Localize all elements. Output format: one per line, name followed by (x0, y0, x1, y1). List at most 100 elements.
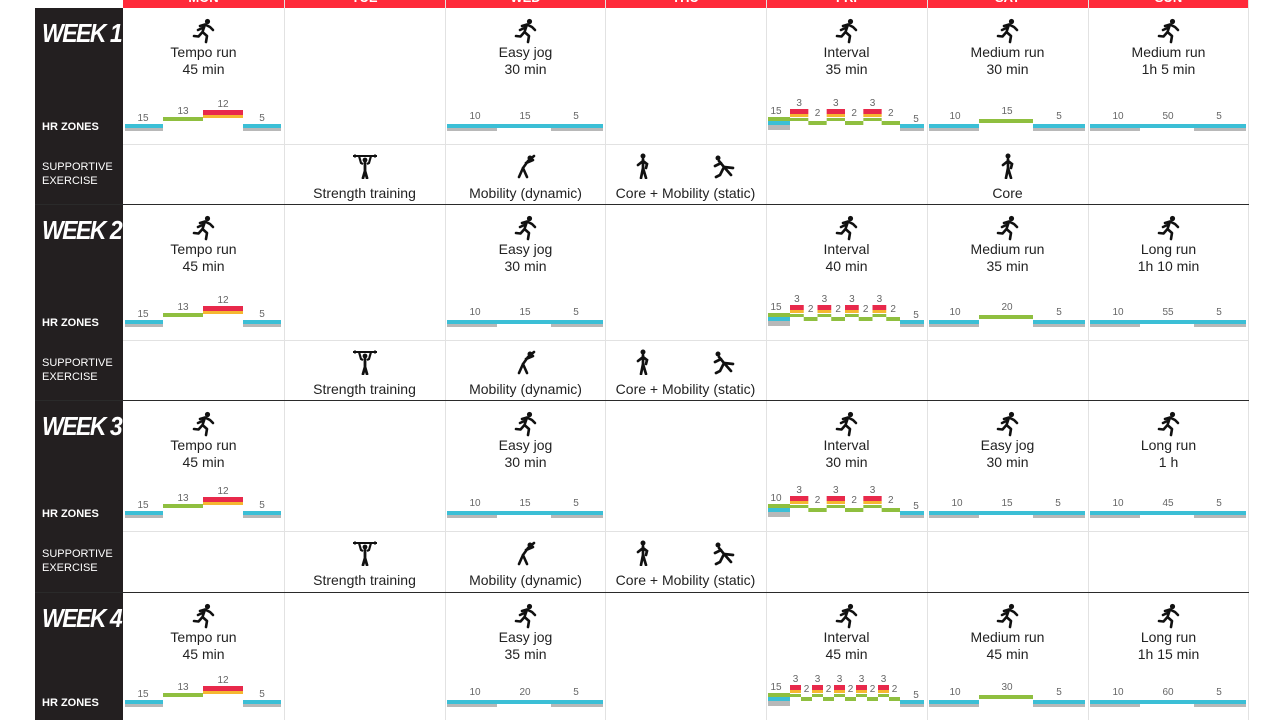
zone2-bar (163, 313, 203, 317)
zone1-bar (768, 697, 790, 701)
runner-body (192, 416, 214, 437)
zone1-base (929, 515, 979, 518)
stretch-body (517, 350, 535, 375)
zone1-bar (900, 320, 924, 324)
workout-duration: 1h 15 min (1137, 646, 1200, 662)
zone3-top (863, 496, 882, 501)
workout-block: Long run 1h 15 min (1088, 603, 1249, 663)
zone1-base (125, 515, 163, 518)
zone3-bottom (863, 114, 882, 117)
pull-up-icon (352, 541, 377, 566)
zone-duration-label: 15 (137, 689, 149, 700)
zone3-top (812, 685, 823, 690)
zone1-bar (125, 320, 163, 324)
zone3-top (856, 685, 867, 690)
run-cell: Tempo run 45 min 15 13 12 5 (123, 401, 284, 531)
workout-title: Medium run (970, 629, 1045, 645)
zone-duration-label: 5 (1056, 111, 1062, 122)
workout-block: Easy jog 30 min (445, 215, 606, 275)
runner-icon (1157, 603, 1179, 629)
zone3-top (203, 686, 243, 691)
zone-duration-label: 3 (881, 674, 887, 685)
zone-duration-label: 3 (822, 294, 828, 305)
zone-duration-label: 3 (849, 294, 855, 305)
workout-duration: 35 min (504, 646, 547, 662)
zone-duration-label: 12 (217, 486, 229, 497)
workout-title: Long run (1140, 629, 1197, 645)
supportive-cell: Strength training (284, 152, 445, 201)
runner-icon (1157, 411, 1179, 437)
hr-zone-chart: 10 15 5 (929, 498, 1085, 518)
core-head (640, 540, 646, 546)
runner-head (526, 411, 532, 418)
workout-duration: 35 min (986, 258, 1029, 274)
runner-icon (996, 603, 1018, 629)
zone-duration-label: 15 (137, 500, 149, 511)
zone-duration-label: 5 (573, 498, 579, 509)
zone2-bar (163, 693, 203, 697)
zone-duration-label: 10 (949, 111, 961, 122)
workout-block: Medium run 45 min (927, 603, 1088, 663)
workout-duration: 30 min (986, 454, 1029, 470)
pull-bar (352, 541, 377, 545)
zone-duration-label: 10 (1112, 307, 1124, 318)
week-sidebar (35, 401, 123, 593)
run-cell: Tempo run 45 min 15 13 12 5 (123, 8, 284, 144)
supportive-cell: Mobility (dynamic) (445, 152, 606, 201)
supportive-label-line: EXERCISE (42, 562, 98, 574)
zone-duration-label: 3 (837, 674, 843, 685)
row-divider (123, 144, 1249, 145)
zone1-bar (900, 124, 924, 128)
run-cell: Tempo run 45 min 15 13 12 5 (123, 205, 284, 340)
zone1-base (768, 321, 790, 326)
runner-body (835, 416, 857, 437)
zone1-bar (1090, 320, 1246, 324)
zone2-bar (889, 697, 900, 701)
zone3-bottom (203, 691, 243, 694)
zone-duration-label: 2 (851, 108, 857, 119)
zone1-base (1090, 704, 1140, 707)
zone-duration-label: 15 (519, 498, 531, 509)
zone1-base (900, 324, 924, 327)
hr-zones-label: HR ZONES (42, 697, 99, 709)
day-header: WED (445, 0, 606, 8)
zone3-top (203, 306, 243, 311)
column-divider (927, 0, 928, 720)
zone-duration-label: 15 (1001, 106, 1013, 117)
zone1-bar (900, 511, 924, 515)
zone2-bar (808, 121, 827, 125)
zone-duration-label: 3 (877, 294, 883, 305)
core-icon (1001, 153, 1014, 179)
hr-zone-chart: 10 20 5 (447, 687, 603, 707)
zone3-top (790, 109, 809, 114)
zone-duration-label: 5 (913, 114, 919, 125)
run-cell: Interval 35 min 15 3 2 3 2 3 2 5 (766, 8, 927, 144)
stretch-icon (517, 350, 535, 375)
supportive-cell: Core + Mobility (static) (605, 152, 766, 201)
zone3-top (834, 685, 845, 690)
zone2-bar (872, 314, 887, 317)
pull-arms (357, 542, 372, 552)
week-divider (35, 592, 1249, 593)
zone1-bar (929, 320, 979, 324)
runner-body (192, 220, 214, 241)
zone-duration-label: 15 (770, 682, 782, 693)
lunge-head (715, 155, 721, 161)
zone-duration-label: 3 (794, 294, 800, 305)
zone-duration-label: 10 (1112, 111, 1124, 122)
stretch-body (517, 154, 535, 179)
zone-duration-label: 50 (1162, 111, 1174, 122)
zone-duration-label: 15 (137, 113, 149, 124)
supportive-cell: Mobility (dynamic) (445, 539, 606, 588)
day-header: SUN (1088, 0, 1249, 8)
week-sidebar (35, 8, 123, 207)
zone2-bar (881, 121, 900, 125)
stretch-icon (517, 541, 535, 566)
pull-arms (357, 351, 372, 361)
core-icon (636, 540, 649, 566)
supportive-icons (445, 539, 606, 567)
zone-duration-label: 12 (217, 675, 229, 686)
runner-body (1157, 220, 1179, 241)
day-header: SAT (927, 0, 1088, 8)
pull-up-icon (352, 154, 377, 179)
